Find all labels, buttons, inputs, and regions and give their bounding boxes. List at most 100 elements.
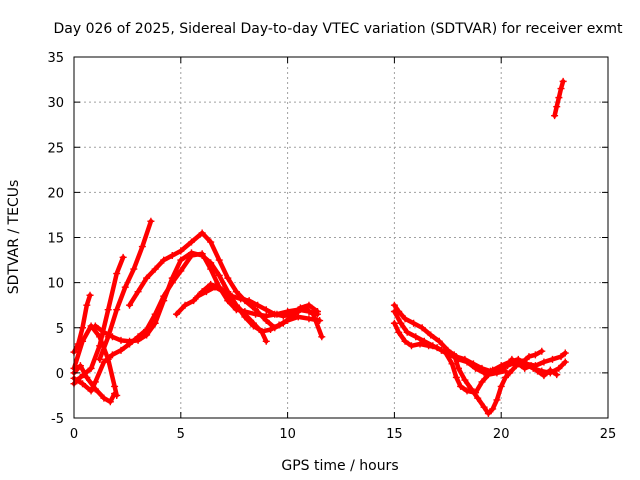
data-point bbox=[147, 217, 155, 225]
data-point bbox=[555, 364, 563, 372]
data-point bbox=[249, 319, 257, 327]
data-point bbox=[224, 274, 232, 282]
data-point bbox=[252, 306, 260, 314]
data-point bbox=[501, 367, 509, 375]
data-point bbox=[151, 265, 159, 273]
series-sat-m bbox=[390, 319, 509, 397]
data-point bbox=[134, 336, 142, 344]
data-point bbox=[427, 331, 435, 339]
data-point bbox=[534, 367, 542, 375]
data-series bbox=[70, 77, 569, 417]
data-point bbox=[138, 243, 146, 251]
series-sat-j bbox=[173, 280, 270, 345]
data-point bbox=[198, 252, 206, 260]
data-point bbox=[403, 328, 411, 336]
data-point bbox=[410, 319, 418, 327]
data-point bbox=[111, 382, 119, 390]
series-sat-o bbox=[508, 355, 561, 380]
data-point bbox=[87, 387, 95, 395]
data-point bbox=[454, 364, 462, 372]
data-point bbox=[296, 304, 304, 312]
data-point bbox=[561, 358, 569, 366]
y-tick-label: 0 bbox=[56, 367, 64, 382]
data-point bbox=[461, 376, 469, 384]
data-point bbox=[561, 349, 569, 357]
data-point bbox=[480, 403, 488, 411]
data-point bbox=[151, 319, 159, 327]
data-point bbox=[484, 371, 492, 379]
data-point bbox=[143, 274, 151, 282]
data-point bbox=[478, 378, 486, 386]
data-point bbox=[531, 351, 539, 359]
data-point bbox=[130, 265, 138, 273]
data-point bbox=[96, 355, 104, 363]
data-point bbox=[76, 362, 84, 370]
data-point bbox=[452, 373, 460, 381]
data-point bbox=[83, 373, 91, 381]
data-point bbox=[224, 292, 232, 300]
data-point bbox=[553, 371, 561, 379]
data-point bbox=[262, 306, 270, 314]
data-point bbox=[548, 355, 556, 363]
data-point bbox=[254, 301, 262, 309]
data-point bbox=[538, 347, 546, 355]
data-point bbox=[401, 315, 409, 323]
data-point bbox=[480, 369, 488, 377]
data-point bbox=[425, 342, 433, 350]
data-point bbox=[514, 360, 522, 368]
series-band bbox=[127, 230, 325, 340]
series-sat-d bbox=[70, 362, 119, 406]
data-point bbox=[245, 297, 253, 305]
x-tick-label: 25 bbox=[600, 427, 617, 442]
data-point bbox=[117, 346, 125, 354]
series-band bbox=[392, 309, 568, 376]
data-point bbox=[493, 396, 501, 404]
data-point bbox=[237, 295, 245, 303]
data-point bbox=[525, 353, 533, 361]
data-point bbox=[497, 382, 505, 390]
data-point bbox=[126, 301, 134, 309]
data-point bbox=[314, 308, 322, 316]
data-point bbox=[119, 253, 127, 261]
data-point bbox=[559, 77, 567, 85]
data-point bbox=[207, 259, 215, 267]
data-point bbox=[309, 310, 317, 318]
y-tick-label: 30 bbox=[47, 96, 64, 111]
data-point bbox=[493, 369, 501, 377]
data-point bbox=[113, 306, 121, 314]
axis-ticks: 0 5 10 15 20 25 -5 0 5 10 15 20 25 30 35 bbox=[47, 51, 616, 442]
data-point bbox=[79, 337, 87, 345]
data-point bbox=[463, 387, 471, 395]
data-point bbox=[241, 310, 249, 318]
data-point bbox=[267, 326, 275, 334]
data-point bbox=[232, 301, 240, 309]
data-point bbox=[435, 337, 443, 345]
series-band bbox=[174, 282, 269, 344]
data-point bbox=[262, 317, 270, 325]
data-point bbox=[86, 291, 94, 299]
data-point bbox=[305, 301, 313, 309]
y-tick-label: -5 bbox=[51, 412, 64, 427]
data-point bbox=[474, 394, 482, 402]
data-point bbox=[472, 364, 480, 372]
data-point bbox=[168, 274, 176, 282]
data-point bbox=[279, 312, 287, 320]
data-point bbox=[187, 238, 195, 246]
data-point bbox=[79, 324, 87, 332]
data-point bbox=[173, 310, 181, 318]
data-point bbox=[540, 358, 548, 366]
data-point bbox=[508, 355, 516, 363]
data-point bbox=[262, 337, 270, 345]
data-point bbox=[106, 398, 114, 406]
data-point bbox=[390, 301, 398, 309]
x-tick-label: 5 bbox=[177, 427, 185, 442]
data-point bbox=[305, 315, 313, 323]
data-point bbox=[484, 409, 492, 417]
data-point bbox=[177, 267, 185, 275]
data-point bbox=[390, 308, 398, 316]
data-point bbox=[187, 249, 195, 257]
data-point bbox=[258, 328, 266, 336]
data-point bbox=[100, 328, 108, 336]
data-point bbox=[232, 288, 240, 296]
y-tick-label: 10 bbox=[47, 277, 64, 292]
